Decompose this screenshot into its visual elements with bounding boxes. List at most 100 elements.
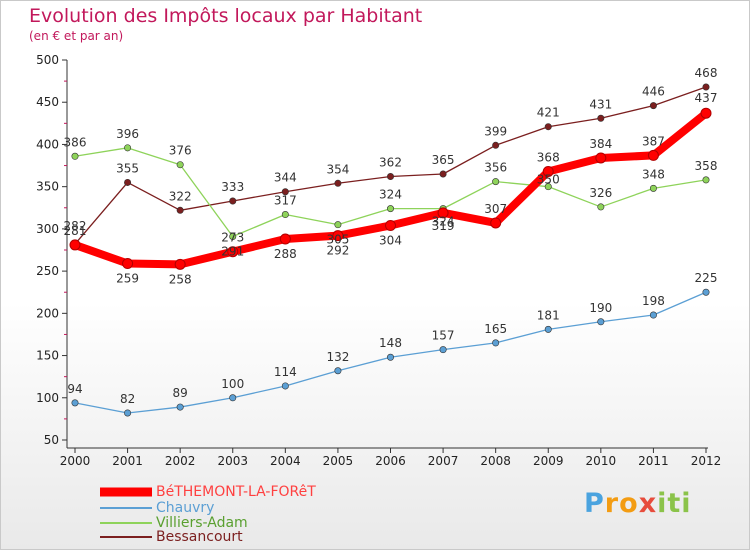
data-label: 317 — [274, 194, 297, 208]
data-point — [334, 221, 342, 229]
data-label: 148 — [379, 336, 402, 350]
data-label: 326 — [589, 186, 612, 200]
y-tick-label: 300 — [36, 222, 59, 236]
x-tick-label: 2001 — [112, 454, 143, 468]
data-label: 396 — [116, 127, 139, 141]
data-label: 446 — [642, 85, 665, 99]
data-point — [702, 176, 710, 184]
logo-letter: i — [657, 488, 668, 519]
data-point — [597, 203, 605, 211]
data-label: 344 — [274, 171, 297, 185]
data-point — [176, 206, 184, 214]
logo-letter: x — [638, 488, 658, 519]
data-label: 358 — [695, 159, 718, 173]
data-point — [702, 288, 710, 296]
data-label: 350 — [537, 173, 560, 187]
data-label: 273 — [221, 231, 244, 245]
data-point — [386, 205, 394, 213]
data-point — [122, 258, 134, 270]
data-point — [595, 152, 607, 164]
data-label: 157 — [432, 329, 455, 343]
data-label: 362 — [379, 156, 402, 170]
y-tick-label: 250 — [36, 264, 59, 278]
y-tick-label: 450 — [36, 95, 59, 109]
data-label: 225 — [695, 271, 718, 285]
data-point — [174, 258, 186, 270]
x-tick-label: 2002 — [165, 454, 196, 468]
logo-letter: i — [681, 488, 692, 519]
data-label: 258 — [169, 272, 192, 286]
data-point — [334, 179, 342, 187]
data-point — [386, 173, 394, 181]
data-point — [229, 197, 237, 205]
data-point — [386, 353, 394, 361]
data-label: 190 — [589, 301, 612, 315]
legend-label: Villiers-Adam — [156, 515, 248, 531]
data-point — [439, 170, 447, 178]
data-label: 368 — [537, 150, 560, 164]
data-point — [542, 165, 554, 177]
data-label: 421 — [537, 106, 560, 120]
x-tick-label: 2011 — [638, 454, 669, 468]
data-label: 82 — [120, 392, 135, 406]
data-label: 281 — [64, 224, 87, 238]
data-label: 100 — [221, 377, 244, 391]
legend-label: BéTHEMONT-LA-FORêT — [156, 484, 316, 500]
data-label: 198 — [642, 294, 665, 308]
data-label: 322 — [169, 189, 192, 203]
data-label: 114 — [274, 365, 297, 379]
data-point — [702, 83, 710, 91]
data-label: 305 — [326, 233, 349, 247]
data-point — [385, 220, 396, 232]
y-tick-label: 50 — [44, 433, 59, 447]
data-label: 304 — [379, 234, 402, 248]
data-label: 365 — [432, 153, 455, 167]
logo-letter: o — [619, 488, 639, 519]
data-point — [597, 114, 605, 122]
data-label: 431 — [589, 97, 612, 111]
data-label: 333 — [221, 180, 244, 194]
x-tick-label: 2006 — [375, 454, 406, 468]
data-point — [492, 339, 500, 347]
data-point — [227, 246, 239, 258]
data-point — [439, 346, 447, 354]
data-point — [176, 161, 184, 169]
x-tick-label: 2007 — [428, 454, 459, 468]
data-point — [492, 141, 500, 149]
y-tick-label: 100 — [36, 391, 59, 405]
x-tick-label: 2010 — [586, 454, 617, 468]
data-point — [124, 409, 132, 417]
data-point — [71, 399, 79, 407]
x-tick-label: 2004 — [270, 454, 301, 468]
data-point — [71, 152, 79, 160]
data-label: 181 — [537, 308, 560, 322]
data-point — [492, 178, 500, 186]
data-label: 165 — [484, 322, 507, 336]
y-tick-label: 200 — [36, 306, 59, 320]
data-point — [544, 325, 552, 333]
data-label: 384 — [589, 137, 612, 151]
data-label: 387 — [642, 134, 665, 148]
x-tick-label: 2008 — [480, 454, 511, 468]
y-tick-label: 150 — [36, 349, 59, 363]
data-point — [281, 188, 289, 196]
legend-label: Chauvry — [156, 500, 215, 516]
data-point — [334, 367, 342, 375]
data-label: 94 — [67, 382, 82, 396]
proxiti-logo: Proxiti — [584, 488, 692, 519]
x-tick-label: 2012 — [691, 454, 722, 468]
data-label: 437 — [695, 91, 718, 105]
data-label: 355 — [116, 161, 139, 175]
data-point — [437, 207, 449, 219]
data-point — [700, 107, 712, 119]
data-label: 292 — [326, 244, 349, 258]
logo-letter: r — [604, 488, 620, 519]
data-label: 282 — [64, 219, 87, 233]
data-label: 319 — [432, 219, 455, 233]
data-point — [647, 149, 659, 161]
data-point — [649, 311, 657, 319]
data-label: 354 — [326, 162, 349, 176]
data-label: 132 — [326, 350, 349, 364]
data-label: 259 — [116, 272, 139, 286]
